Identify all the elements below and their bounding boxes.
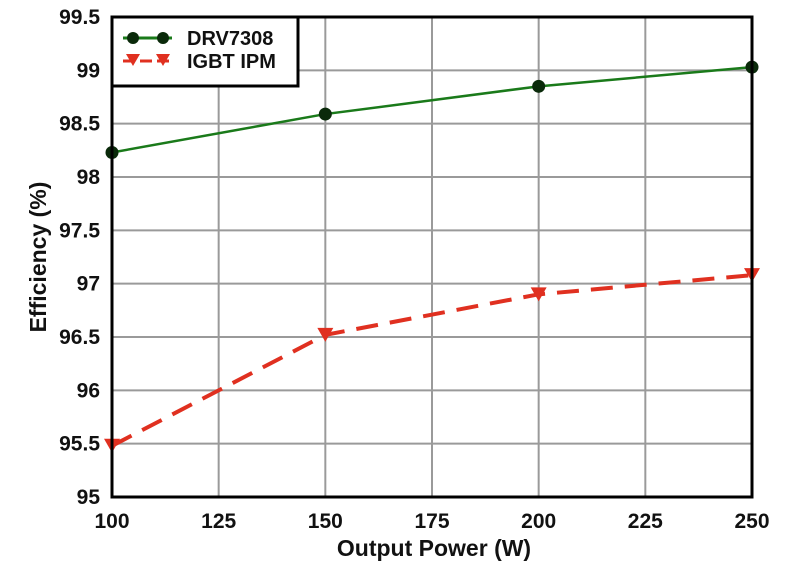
y-tick-label: 99.5 (59, 6, 100, 29)
y-tick-label: 99 (77, 59, 100, 82)
triangle-marker-icon (317, 327, 334, 342)
legend-item-igbt-ipm: IGBT IPM (123, 51, 276, 73)
legend-label-drv7308: DRV7308 (187, 28, 273, 50)
plot-frame (110, 15, 754, 499)
y-axis-ticks: 95 95.5 96 96.5 97 97.5 98 98.5 99 99.5 (59, 6, 100, 509)
y-tick-label: 98.5 (59, 113, 100, 136)
legend-label-igbt-ipm: IGBT IPM (187, 51, 276, 73)
y-tick-label: 97.5 (59, 219, 100, 242)
legend-box (110, 15, 300, 88)
circle-marker-icon (532, 79, 546, 93)
x-tick-label: 250 (734, 510, 769, 533)
x-tick-label: 150 (308, 510, 343, 533)
series-line (111, 65, 753, 154)
y-axis-title: Efficiency (%) (25, 182, 51, 333)
circle-marker-icon (157, 32, 169, 44)
triangle-marker-icon (530, 287, 547, 302)
x-tick-label: 200 (521, 510, 556, 533)
x-tick-label: 225 (628, 510, 663, 533)
triangle-marker-icon (156, 54, 170, 66)
y-tick-label: 96.5 (59, 326, 100, 349)
y-tick-label: 95 (77, 486, 101, 509)
x-tick-label: 125 (201, 510, 236, 533)
legend-item-drv7308: DRV7308 (123, 28, 273, 50)
series-line (111, 273, 753, 448)
x-axis-title: Output Power (W) (337, 535, 531, 561)
circle-marker-icon (127, 32, 139, 44)
y-tick-label: 95.5 (59, 433, 100, 456)
y-tick-label: 96 (77, 379, 100, 402)
circle-marker-icon (318, 107, 332, 121)
y-tick-label: 98 (77, 166, 101, 189)
x-tick-label: 175 (414, 510, 449, 533)
triangle-marker-icon (126, 54, 140, 66)
y-tick-label: 97 (77, 273, 100, 296)
x-axis-ticks: 100 125 150 175 200 225 250 (94, 510, 769, 533)
legend: DRV7308 IGBT IPM (110, 15, 300, 88)
x-tick-label: 100 (94, 510, 129, 533)
grid-lines (111, 16, 753, 498)
